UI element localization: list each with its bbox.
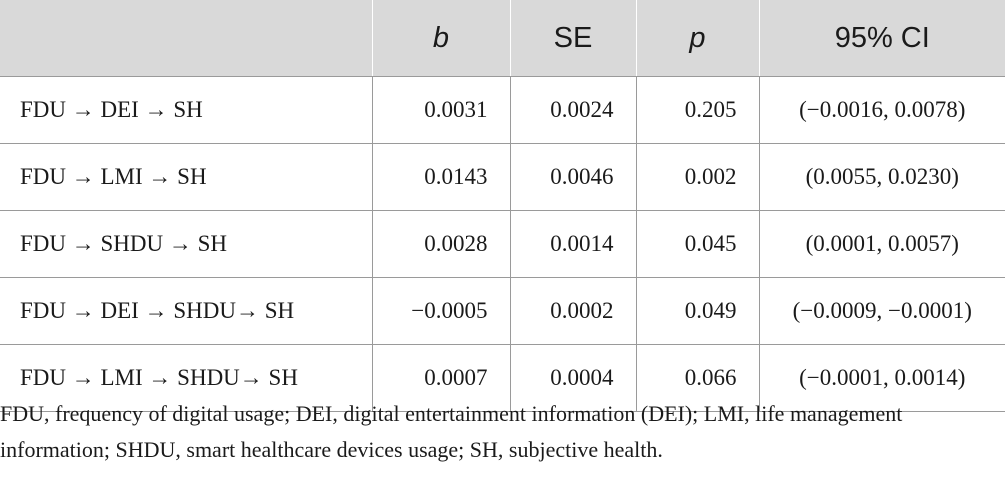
cell-p: 0.002 [635,143,759,211]
cell-p: 0.049 [635,277,759,345]
header-ci: 95% CI [758,0,1005,77]
cell-p: 0.066 [635,344,759,412]
table-header: b SE p 95% CI [0,0,1005,77]
cell-ci: (−0.0016, 0.0078) [758,76,1005,144]
header-se: SE [509,0,636,77]
table-body: FDU → DEI → SH 0.0031 0.0024 0.205 (−0.0… [0,76,1005,412]
table-row: FDU → LMI → SHDU→ SH 0.0007 0.0004 0.066… [0,344,1005,412]
mediation-table-container: b SE p 95% CI FDU → DEI → SH 0.0031 0.00… [0,0,1005,412]
header-b: b [371,0,510,77]
cell-path: FDU → LMI → SHDU→ SH [0,344,372,412]
table-footnote: FDU, frequency of digital usage; DEI, di… [0,401,903,462]
cell-b: 0.0028 [371,210,510,278]
cell-p: 0.045 [635,210,759,278]
cell-path: FDU → DEI → SHDU→ SH [0,277,372,345]
mediation-table: b SE p 95% CI FDU → DEI → SH 0.0031 0.00… [0,0,1005,412]
cell-b: 0.0031 [371,76,510,144]
cell-ci: (−0.0001, 0.0014) [758,344,1005,412]
header-row: b SE p 95% CI [0,0,1005,77]
table-row: FDU → LMI → SH 0.0143 0.0046 0.002 (0.00… [0,143,1005,211]
table-row: FDU → SHDU → SH 0.0028 0.0014 0.045 (0.0… [0,210,1005,278]
cell-p: 0.205 [635,76,759,144]
cell-ci: (0.0055, 0.0230) [758,143,1005,211]
cell-path: FDU → SHDU → SH [0,210,372,278]
cell-se: 0.0046 [509,143,636,211]
cell-se: 0.0014 [509,210,636,278]
cell-se: 0.0004 [509,344,636,412]
cell-b: 0.0143 [371,143,510,211]
cell-se: 0.0002 [509,277,636,345]
table-row: FDU → DEI → SH 0.0031 0.0024 0.205 (−0.0… [0,76,1005,144]
cell-b: 0.0007 [371,344,510,412]
cell-ci: (0.0001, 0.0057) [758,210,1005,278]
cell-path: FDU → LMI → SH [0,143,372,211]
header-path [0,0,372,77]
cell-b: −0.0005 [371,277,510,345]
cell-se: 0.0024 [509,76,636,144]
header-p: p [635,0,759,77]
table-row: FDU → DEI → SHDU→ SH −0.0005 0.0002 0.04… [0,277,1005,345]
cell-path: FDU → DEI → SH [0,76,372,144]
cell-ci: (−0.0009, −0.0001) [758,277,1005,345]
